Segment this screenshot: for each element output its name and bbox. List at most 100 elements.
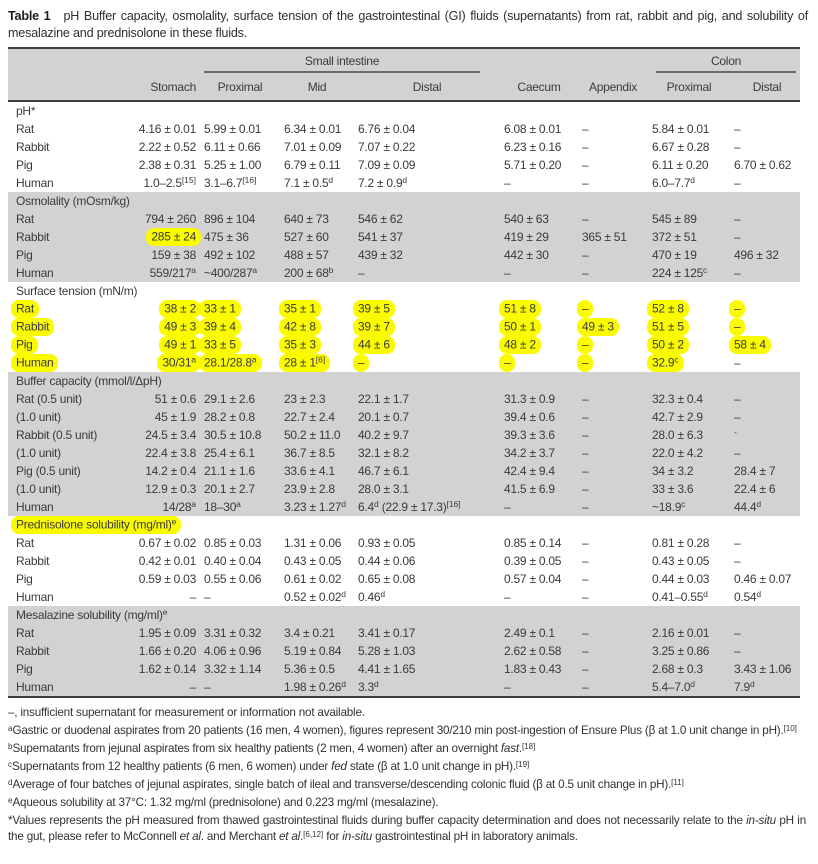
cell-value: 0.44 ± 0.03 [644, 570, 726, 588]
cell-value: 20.1 ± 0.7 [350, 408, 496, 426]
cell-value: 0.67 ± 0.02 [116, 534, 196, 552]
cell-value: 25.4 ± 6.1 [196, 444, 276, 462]
cell-value: 48 ± 2 [496, 336, 574, 354]
cell-value: 475 ± 36 [196, 228, 276, 246]
cell-value: – [350, 264, 496, 282]
cell-value: 0.81 ± 0.28 [644, 534, 726, 552]
row-label: Human [8, 174, 116, 192]
table-row: Rat 38 ± 2 33 ± 1 35 ± 1 39 ± 5 51 ± 8–52 ± 8… [8, 300, 801, 318]
table-row: Human 14/28a 18–30a 3.23 ± 1.27d 6.4d (22.9 … [8, 498, 801, 516]
cell-value: 224 ± 125c [644, 264, 726, 282]
row-label: Rabbit [8, 228, 116, 246]
table-row: Rat 1.95 ± 0.09 3.31 ± 0.32 3.4 ± 0.21 3.41 … [8, 624, 801, 642]
cell-value: 2.22 ± 0.52 [116, 138, 196, 156]
cell-value: – [726, 408, 801, 426]
col-header-si-proximal: Proximal [196, 74, 276, 102]
row-label: Pig (0.5 unit) [8, 462, 116, 480]
row-label: Human [8, 354, 116, 372]
cell-value: – [196, 588, 276, 606]
cell-value: – [496, 498, 574, 516]
cell-value: – [726, 228, 801, 246]
cell-value: 1.31 ± 0.06 [276, 534, 350, 552]
cell-value: 496 ± 32 [726, 246, 801, 264]
row-label: Rat [8, 210, 116, 228]
cell-value: 51 ± 5 [644, 318, 726, 336]
cell-value: 28.0 ± 6.3 [644, 426, 726, 444]
table-row: Pig 1.62 ± 0.14 3.32 ± 1.14 5.36 ± 0.5 4.41 … [8, 660, 801, 678]
cell-value: 419 ± 29 [496, 228, 574, 246]
cell-value: 3.25 ± 0.86 [644, 642, 726, 660]
footnote-e: eAqueous solubility at 37°C: 1.32 mg/ml … [8, 796, 439, 809]
cell-value: 2.62 ± 0.58 [496, 642, 574, 660]
col-group-colon-label: Colon [656, 55, 797, 73]
cell-value: 36.7 ± 8.5 [276, 444, 350, 462]
cell-value: – [726, 318, 801, 336]
cell-value: 39 ± 4 [196, 318, 276, 336]
cell-value: – [574, 678, 644, 698]
cell-value: – [726, 624, 801, 642]
row-label: Rat [8, 534, 116, 552]
cell-value: 442 ± 30 [496, 246, 574, 264]
table-row: Pig 0.59 ± 0.03 0.55 ± 0.06 0.61 ± 0.02 0.65… [8, 570, 801, 588]
cell-value: 640 ± 73 [276, 210, 350, 228]
cell-value: 3.31 ± 0.32 [196, 624, 276, 642]
spacer-cell [8, 47, 196, 74]
cell-value: 6.34 ± 0.01 [276, 120, 350, 138]
footnotes: –, insufficient supernatant for measurem… [8, 705, 806, 845]
section-header-row: Osmolality (mOsm/kg) [8, 192, 801, 210]
section-label: Osmolality (mOsm/kg) [8, 192, 801, 210]
table-row: Rabbit 2.22 ± 0.52 6.11 ± 0.66 7.01 ± 0.09 7… [8, 138, 801, 156]
row-label: Human [8, 264, 116, 282]
cell-value: – [574, 408, 644, 426]
table-row: Human 1.0–2.5[15] 3.1–6.7[16] 7.1 ± 0.5d 7.2… [8, 174, 801, 192]
cell-value: 1.66 ± 0.20 [116, 642, 196, 660]
cell-value: 46.7 ± 6.1 [350, 462, 496, 480]
table-row: Pig 159 ± 38 492 ± 102 488 ± 57 439 ± 32 442 … [8, 246, 801, 264]
row-label: Human [8, 678, 116, 698]
cell-value: 28.1/28.8a [196, 354, 276, 372]
table-row: (1.0 unit) 45 ± 1.9 28.2 ± 0.8 22.7 ± 2.4 20… [8, 408, 801, 426]
section-header-row: Mesalazine solubility (mg/ml)e [8, 606, 801, 624]
cell-value: 545 ± 89 [644, 210, 726, 228]
cell-value: 3.1–6.7[16] [196, 174, 276, 192]
cell-value: 0.54d [726, 588, 801, 606]
col-group-small-intestine-label: Small intestine [204, 55, 480, 73]
table-body: pH* Rat 4.16 ± 0.01 5.99 ± 0.01 6.34 ± 0.01 6… [8, 101, 801, 698]
cell-value: 30.5 ± 10.8 [196, 426, 276, 444]
cell-value: – [726, 552, 801, 570]
cell-value: 4.41 ± 1.65 [350, 660, 496, 678]
cell-value: 5.71 ± 0.20 [496, 156, 574, 174]
cell-value: 3.23 ± 1.27d [276, 498, 350, 516]
cell-value: 3.32 ± 1.14 [196, 660, 276, 678]
table-number: Table 1 [8, 9, 51, 23]
cell-value: 35 ± 3 [276, 336, 350, 354]
cell-value: – [726, 390, 801, 408]
cell-value: 31.3 ± 0.9 [496, 390, 574, 408]
cell-value: 28.2 ± 0.8 [196, 408, 276, 426]
cell-value: 51 ± 8 [496, 300, 574, 318]
cell-value: 38 ± 2 [116, 300, 201, 318]
cell-value: 7.1 ± 0.5d [276, 174, 350, 192]
cell-value: 546 ± 62 [350, 210, 496, 228]
cell-value: – [574, 624, 644, 642]
cell-value: 50 ± 2 [644, 336, 726, 354]
cell-value: – [574, 570, 644, 588]
cell-value: 0.44 ± 0.06 [350, 552, 496, 570]
table-row: Pig 2.38 ± 0.31 5.25 ± 1.00 6.79 ± 0.11 7.09… [8, 156, 801, 174]
table-row: Pig (0.5 unit) 14.2 ± 0.4 21.1 ± 1.6 33.6 ±… [8, 462, 801, 480]
cell-value: – [574, 444, 644, 462]
cell-value: – [574, 246, 644, 264]
col-header-si-mid: Mid [276, 74, 350, 102]
cell-value: 51 ± 0.6 [116, 390, 196, 408]
cell-value: 0.59 ± 0.03 [116, 570, 196, 588]
cell-value: – [574, 354, 644, 372]
row-label: Pig [8, 660, 116, 678]
table-row: Rabbit (0.5 unit) 24.5 ± 3.4 30.5 ± 10.8 50… [8, 426, 801, 444]
cell-value: 0.85 ± 0.03 [196, 534, 276, 552]
section-header-row: pH* [8, 101, 801, 120]
cell-value: – [350, 354, 496, 372]
cell-value: 28.4 ± 7 [726, 462, 801, 480]
cell-value: 5.99 ± 0.01 [196, 120, 276, 138]
col-group-small-intestine: Small intestine [196, 47, 496, 74]
section-label: Mesalazine solubility (mg/ml)e [8, 606, 801, 624]
